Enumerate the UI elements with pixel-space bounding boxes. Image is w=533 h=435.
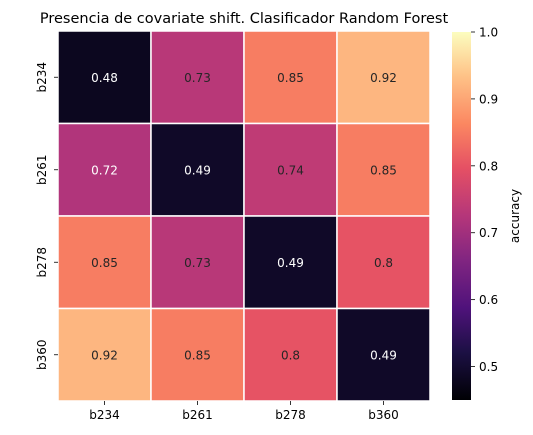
heatmap-cell [336,307,431,402]
cell-value-label: 0.85 [184,348,211,362]
heatmap-cell [150,30,245,125]
heatmap-cell [150,215,245,310]
cell-value-label: 0.8 [374,256,393,270]
cell-value-label: 0.85 [91,256,118,270]
colorbar: 0.5 0.6 0.7 0.8 0.9 1.0 accuracy [452,26,522,400]
cell-value-label: 0.92 [91,348,118,362]
colorbar-tick-label: 0.6 [479,293,498,307]
heatmap-cell [336,30,431,125]
colorbar-label: accuracy [508,189,522,243]
colorbar-tick-label: 1.0 [479,26,498,40]
colorbar-ticks: 0.5 0.6 0.7 0.8 0.9 1.0 [471,26,498,374]
heatmap-cell [336,122,431,217]
cell-value-label: 0.72 [91,163,118,177]
heatmap-cell [150,307,245,402]
x-axis: b234 b261 b278 b360 [89,401,399,422]
y-tick-label: b234 [35,62,49,93]
cell-value-label: 0.48 [91,71,118,85]
colorbar-gradient [452,32,471,400]
heatmap-cells: 0.48 0.73 0.85 0.92 0.72 0.49 0.74 0.85 0.85 0.73… [57,30,431,402]
colorbar-tick-label: 0.7 [479,226,498,240]
cell-value-label: 0.73 [184,256,211,270]
cell-value-label: 0.85 [370,163,397,177]
y-tick-label: b360 [35,339,49,370]
cell-value-label: 0.49 [370,348,397,362]
cell-value-label: 0.73 [184,71,211,85]
x-tick-label: b278 [275,408,306,422]
cell-value-label: 0.49 [277,256,304,270]
heatmap-cell [57,30,152,125]
chart-title: Presencia de covariate shift. Clasificad… [40,11,449,27]
cell-value-label: 0.92 [370,71,397,85]
cell-value-label: 0.74 [277,163,304,177]
y-tick-label: b261 [35,154,49,185]
y-axis: b234 b261 b278 b360 [35,62,58,370]
colorbar-tick-label: 0.9 [479,92,498,106]
x-tick-label: b360 [368,408,399,422]
y-tick-label: b278 [35,247,49,278]
colorbar-tick-label: 0.8 [479,159,498,173]
x-tick-label: b234 [89,408,120,422]
heatmap-cell [150,122,245,217]
cell-value-label: 0.8 [281,348,300,362]
cell-value-label: 0.85 [277,71,304,85]
colorbar-tick-label: 0.5 [479,360,498,374]
heatmap-cell [243,30,338,125]
x-tick-label: b261 [182,408,213,422]
cell-value-label: 0.49 [184,163,211,177]
heatmap-cell [336,215,431,310]
